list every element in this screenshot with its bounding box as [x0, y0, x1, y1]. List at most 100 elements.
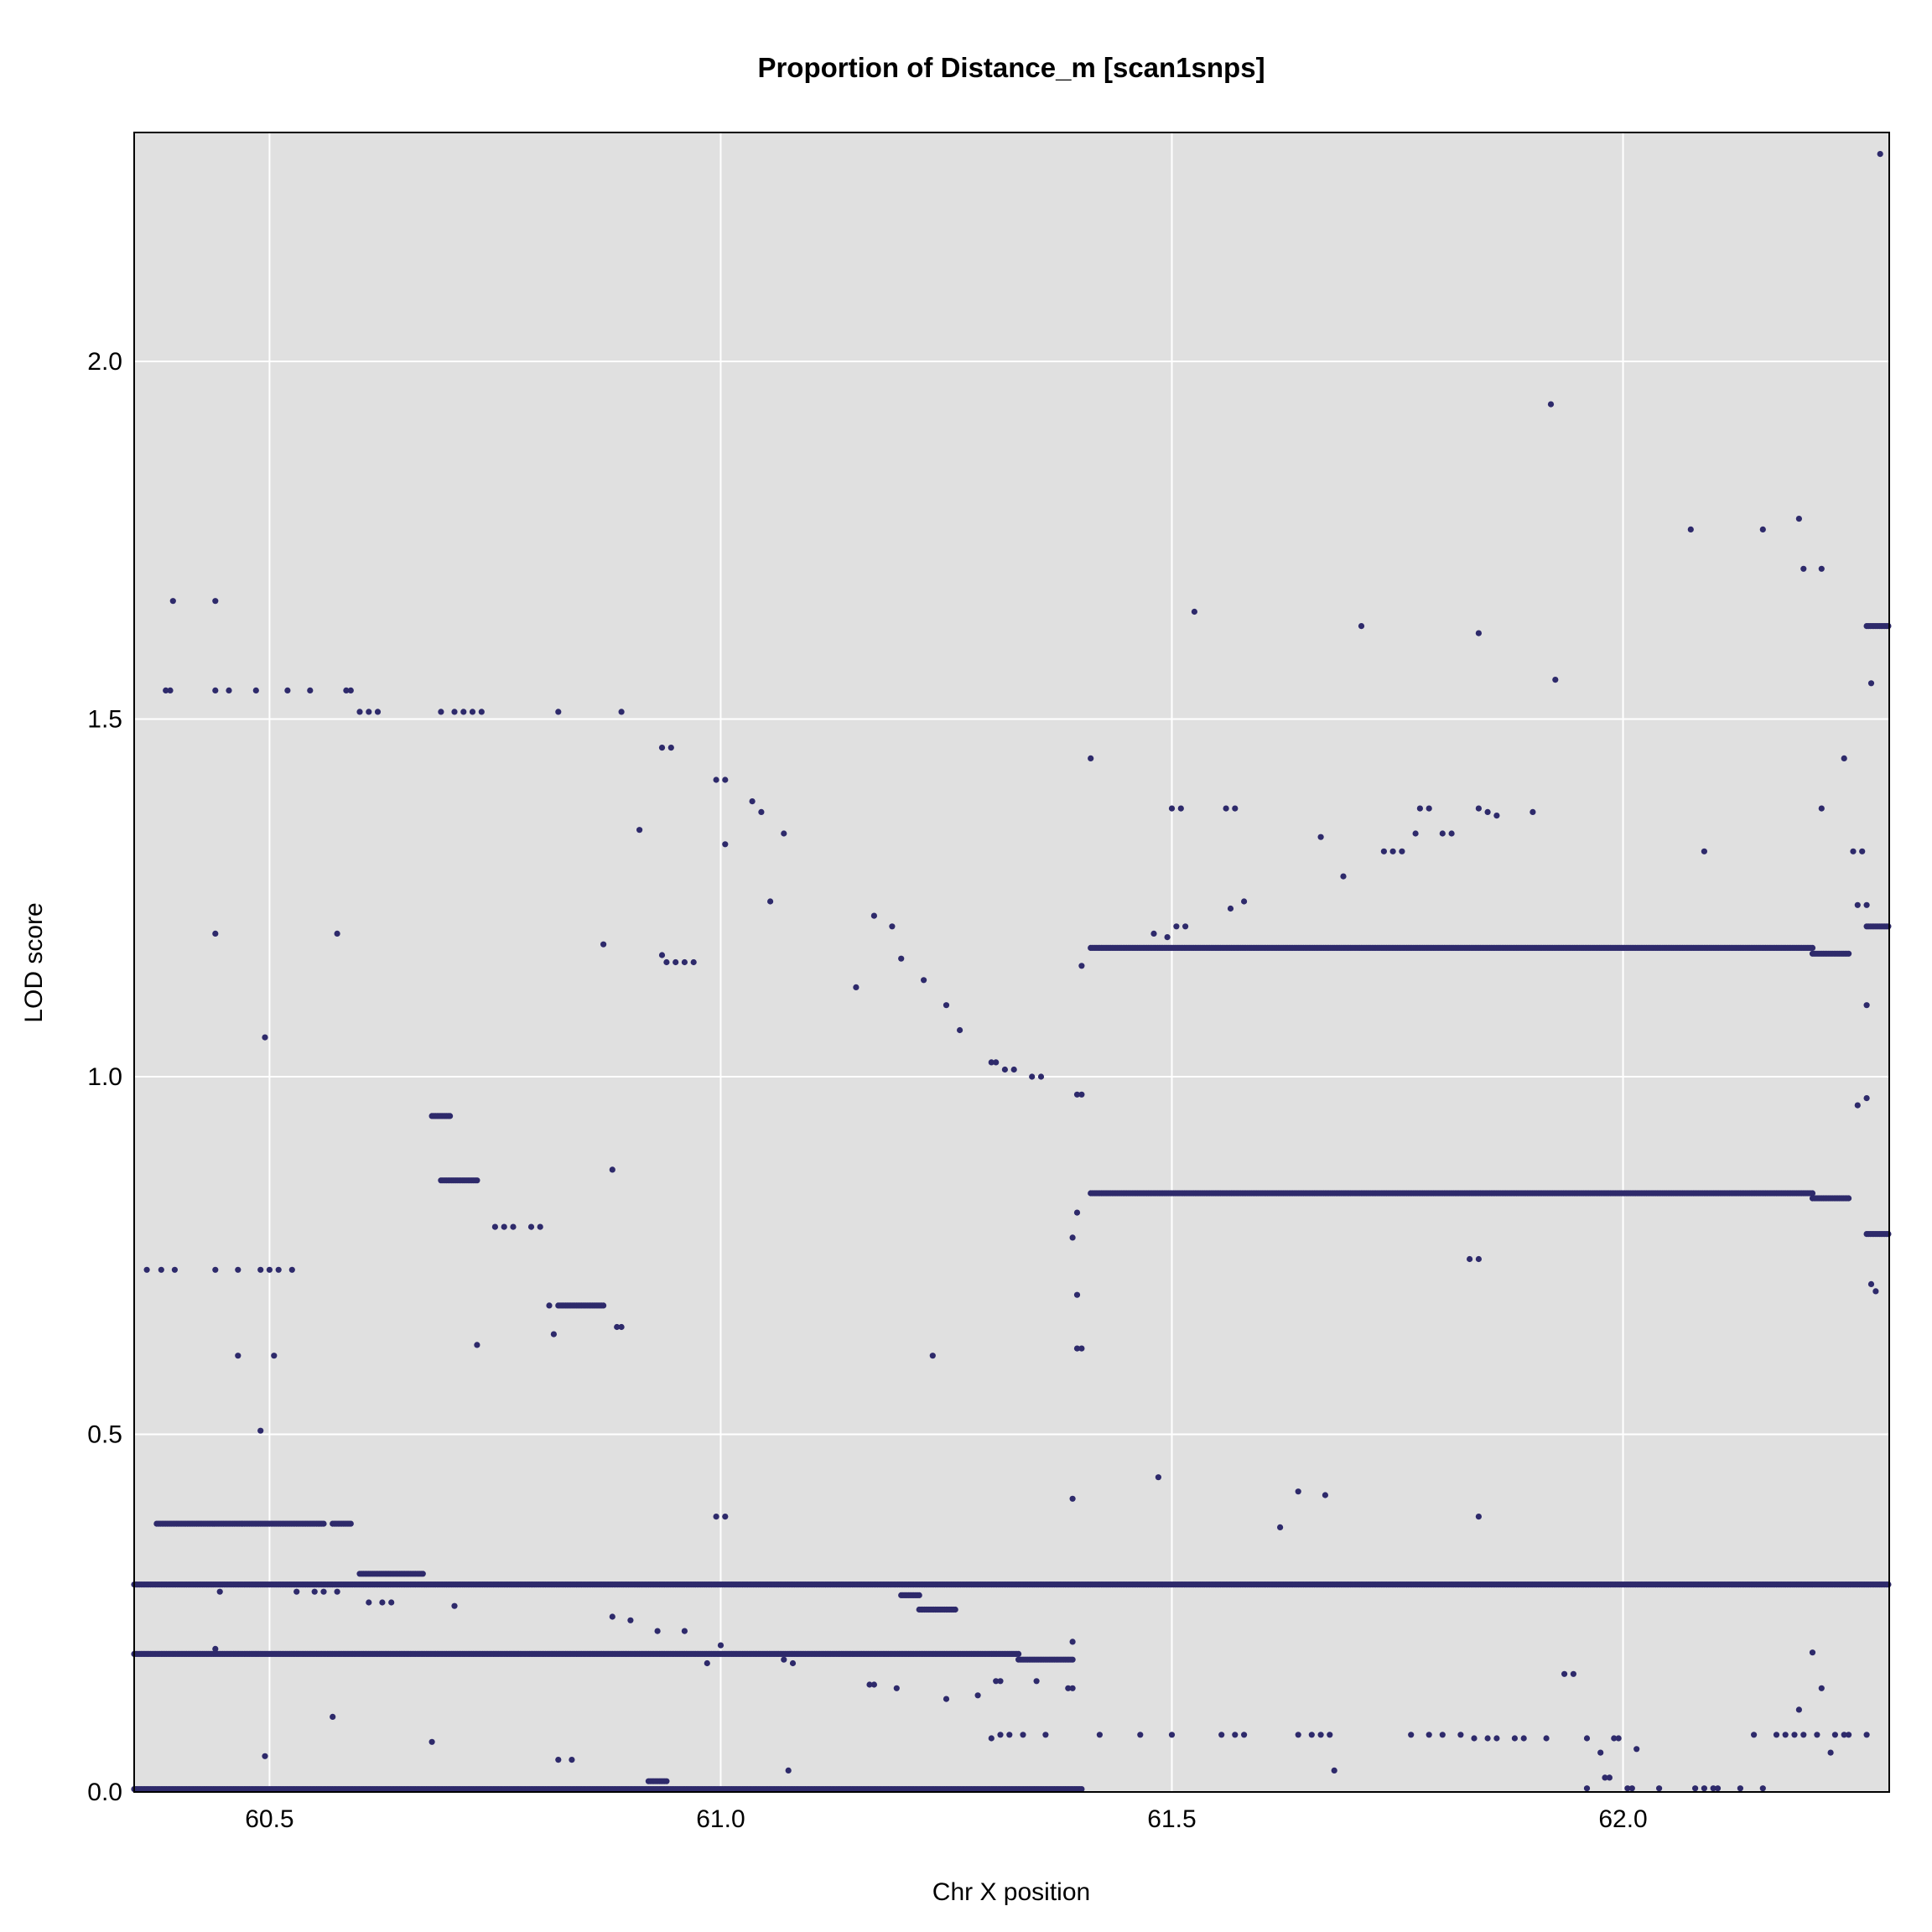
- data-point: [388, 1599, 395, 1606]
- data-point: [1872, 1288, 1879, 1295]
- data-point: [1448, 830, 1455, 837]
- data-points: [131, 151, 1892, 1793]
- data-point: [537, 1223, 543, 1230]
- data-point: [704, 1659, 710, 1667]
- data-point: [1583, 1735, 1591, 1742]
- data-point: [1069, 1685, 1076, 1691]
- data-point: [1859, 848, 1866, 854]
- data-point: [343, 687, 350, 694]
- data-point: [334, 930, 340, 937]
- data-point: [1854, 1102, 1861, 1109]
- data-point: [438, 709, 444, 715]
- data-point: [1069, 1495, 1076, 1502]
- data-point: [510, 1223, 517, 1230]
- data-point: [1457, 1732, 1464, 1738]
- data-point: [893, 1685, 900, 1691]
- data-point: [898, 955, 905, 962]
- data-point: [781, 830, 787, 837]
- data-point: [474, 1177, 480, 1184]
- data-point: [1475, 1514, 1482, 1520]
- data-point: [929, 1353, 936, 1359]
- data-point: [1331, 1767, 1337, 1774]
- data-point: [366, 1599, 372, 1606]
- data-point: [288, 1266, 295, 1273]
- data-point: [1795, 1706, 1802, 1713]
- data-point: [1001, 1066, 1008, 1073]
- data-point: [1042, 1732, 1049, 1738]
- data-point: [1701, 848, 1707, 854]
- data-point: [527, 1223, 535, 1230]
- data-point: [212, 1645, 219, 1652]
- data-point: [478, 709, 485, 715]
- data-point: [713, 776, 719, 783]
- data-point: [460, 709, 467, 715]
- data-point: [943, 1696, 950, 1702]
- data-point: [1751, 1732, 1758, 1738]
- data-point: [1096, 1732, 1103, 1738]
- data-point: [1841, 1732, 1847, 1738]
- y-tick-label: 0.0: [87, 1779, 122, 1806]
- data-point: [1164, 934, 1171, 941]
- data-point: [320, 1588, 327, 1595]
- data-point: [1846, 950, 1852, 957]
- data-point: [334, 1588, 340, 1595]
- data-point: [1818, 805, 1825, 812]
- data-point: [1408, 1732, 1415, 1738]
- x-axis-ticks: 60.5 61.0 61.5 62.0: [245, 1805, 1648, 1833]
- data-point: [1182, 923, 1189, 930]
- data-point: [1885, 923, 1892, 930]
- data-point: [1426, 805, 1432, 812]
- data-point: [1069, 1234, 1076, 1241]
- data-point: [366, 709, 372, 715]
- data-point: [1493, 1735, 1500, 1742]
- data-point: [609, 1166, 615, 1173]
- data-point: [974, 1692, 981, 1699]
- data-point: [1552, 677, 1559, 683]
- data-point: [1714, 1785, 1722, 1792]
- data-point: [609, 1613, 615, 1620]
- data-point: [550, 1331, 558, 1337]
- data-point: [1232, 805, 1239, 812]
- data-point: [1611, 1735, 1618, 1742]
- y-tick-label: 1.5: [87, 705, 122, 733]
- data-point: [785, 1767, 792, 1774]
- data-point: [266, 1266, 273, 1273]
- data-point: [1380, 848, 1387, 854]
- data-point: [262, 1753, 268, 1759]
- data-point: [1850, 848, 1857, 854]
- data-point: [307, 687, 314, 694]
- data-point: [374, 709, 382, 715]
- data-point: [1570, 1670, 1576, 1677]
- data-point: [654, 1628, 661, 1634]
- data-point: [767, 898, 774, 905]
- data-point: [1078, 1786, 1085, 1793]
- data-point: [1511, 1735, 1518, 1742]
- data-point: [1241, 1732, 1248, 1738]
- data-point: [252, 687, 259, 694]
- data-point: [1773, 1732, 1780, 1738]
- data-point: [1475, 805, 1482, 812]
- data-point: [1439, 1732, 1446, 1738]
- data-point: [1065, 1685, 1072, 1691]
- data-point: [226, 687, 232, 694]
- y-tick-label: 0.5: [87, 1420, 122, 1448]
- data-point: [293, 1588, 300, 1595]
- data-point: [569, 1757, 575, 1763]
- data-point: [1867, 1280, 1875, 1287]
- data-point: [853, 984, 860, 990]
- y-axis-ticks: 0.0 0.5 1.0 1.5 2.0: [87, 348, 122, 1806]
- data-point: [1078, 1345, 1085, 1352]
- data-point: [690, 958, 697, 966]
- data-point: [1759, 526, 1766, 533]
- data-point: [1389, 848, 1396, 854]
- data-point: [1759, 1785, 1766, 1792]
- data-point: [1155, 1474, 1161, 1481]
- y-tick-label: 1.0: [87, 1063, 122, 1091]
- data-point: [993, 1059, 1000, 1066]
- data-point: [1583, 1785, 1591, 1792]
- data-point: [1809, 944, 1816, 951]
- data-point: [1710, 1785, 1716, 1792]
- data-point: [957, 1026, 963, 1034]
- data-point: [1467, 1255, 1473, 1263]
